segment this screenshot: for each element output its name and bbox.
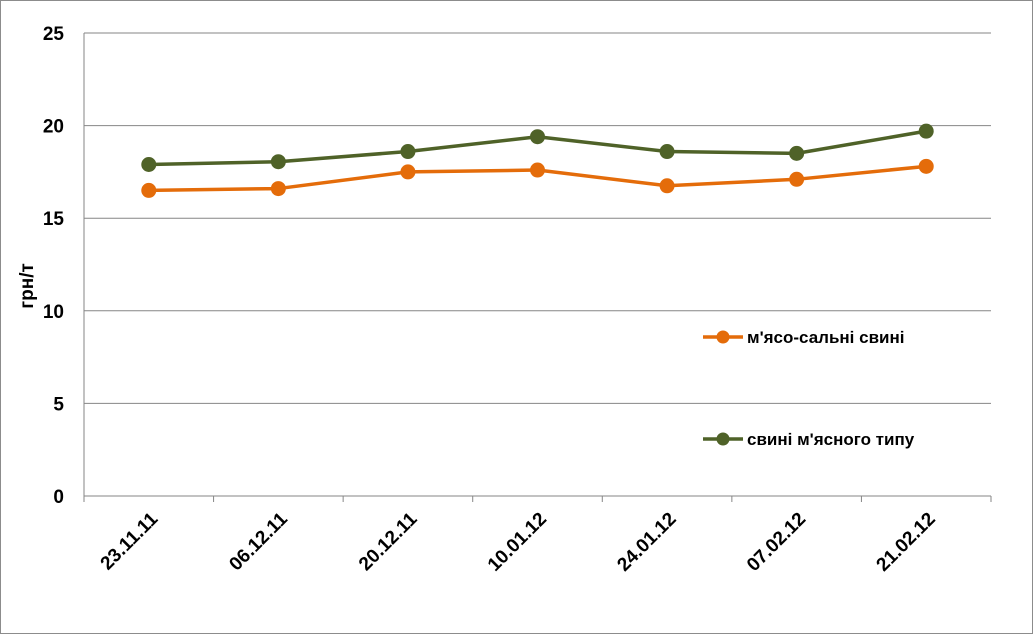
legend: м'ясо-сальні свині свині м'ясного типу (703, 328, 915, 449)
y-tick-label: 10 (43, 302, 64, 323)
y-tick-label: 0 (53, 487, 64, 508)
y-axis-title: грн/т (17, 263, 38, 309)
x-tick-label: 07.02.12 (743, 509, 810, 576)
legend-label: м'ясо-сальні свині (747, 328, 904, 347)
data-point (659, 144, 675, 160)
x-axis: 23.11.11 06.12.11 20.12.11 10.01.12 24.01.12… (83, 495, 992, 576)
data-point (659, 178, 675, 194)
data-point (141, 156, 157, 172)
data-point (789, 145, 805, 161)
x-tick-label: 06.12.11 (225, 508, 292, 575)
y-tick-label: 15 (43, 209, 65, 230)
data-point (918, 158, 934, 174)
data-point (530, 129, 545, 145)
x-tick-label: 20.12.11 (355, 508, 422, 575)
data-point (270, 181, 286, 197)
y-axis: 0 5 10 15 20 25 (43, 24, 85, 508)
y-tick-label: 5 (53, 394, 64, 415)
series (141, 123, 934, 198)
y-tick-label: 20 (43, 117, 64, 138)
y-tick-label: 25 (43, 24, 65, 45)
legend-marker (716, 330, 730, 344)
x-tick-label: 23.11.11 (97, 508, 163, 574)
data-point (530, 162, 545, 178)
legend-marker (716, 432, 730, 446)
legend-label: свині м'ясного типу (747, 430, 915, 449)
x-tick-label: 10.01.12 (484, 509, 551, 576)
x-tick-label: 21.02.12 (873, 509, 940, 576)
data-point (789, 171, 805, 187)
data-point (141, 182, 157, 198)
x-tick-label: 24.01.12 (613, 509, 680, 576)
gridlines (84, 32, 991, 404)
data-point (918, 123, 934, 139)
data-point (270, 154, 286, 170)
data-point (400, 144, 416, 160)
data-point (400, 164, 416, 180)
